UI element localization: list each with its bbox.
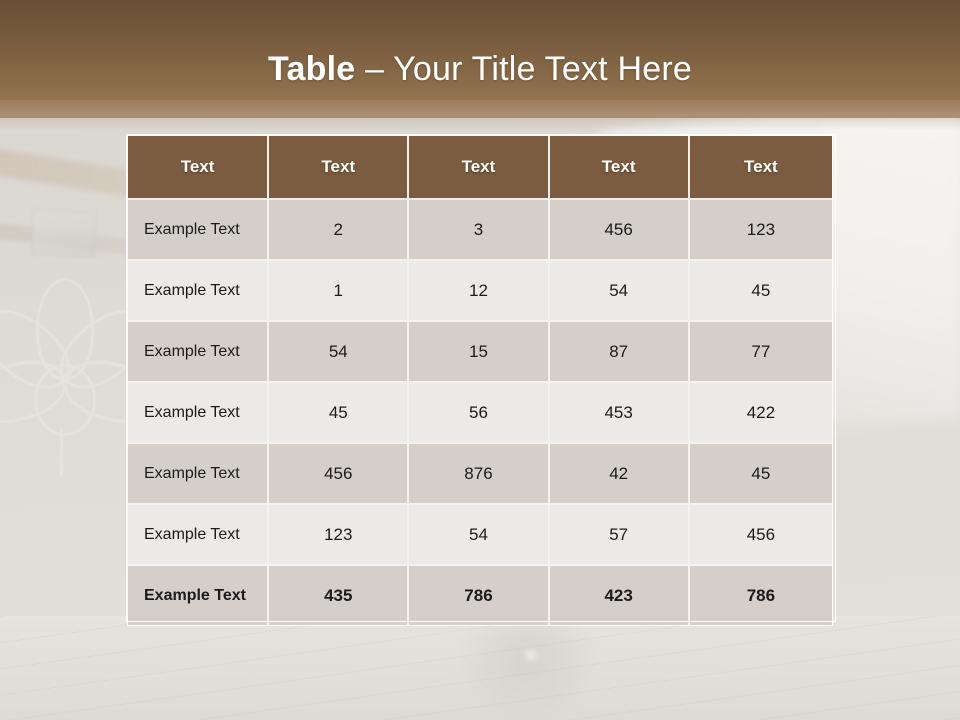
table-column-header-2[interactable]: Text [269,136,410,200]
table-column-header-1[interactable]: Text [128,136,270,200]
table-row-label[interactable]: Example Text [128,505,270,566]
table-column-header-3[interactable]: Text [409,136,550,200]
table-row: Example Text 2 3 456 123 [128,200,832,261]
table-cell-value[interactable]: 456 [689,505,832,566]
table-cell-value[interactable]: 123 [269,505,410,566]
table-cell-value[interactable]: 45 [269,383,410,444]
table-cell-value[interactable]: 56 [409,383,550,444]
table-cell-value[interactable]: 57 [549,505,690,566]
background-ironwork-flower-icon [0,268,171,476]
table-cell-value[interactable]: 87 [549,322,690,383]
table-cell-value[interactable]: 423 [549,566,690,625]
table-row: Example Text 1 12 54 45 [128,261,832,322]
table-cell-value[interactable]: 435 [269,566,410,625]
table-cell-value[interactable]: 54 [549,261,690,322]
background-wood-floor [0,616,960,720]
table-header-row: Text Text Text Text Text [128,136,832,200]
table-row-label[interactable]: Example Text [128,566,270,625]
table-body: Example Text 2 3 456 123 Example Text 1 12 54 45 E… [128,200,832,625]
table-cell-value[interactable]: 786 [409,566,550,625]
title-banner [0,0,960,118]
table-cell-value[interactable]: 453 [549,383,690,444]
table-cell-value[interactable]: 456 [269,444,410,505]
table-row: Example Text 123 54 57 456 [128,505,832,566]
table-cell-value[interactable]: 1 [269,261,410,322]
table-cell-value[interactable]: 15 [409,322,550,383]
background-floor-highlight [520,648,542,662]
table-cell-value[interactable]: 12 [409,261,550,322]
background-floor-object [455,612,600,720]
table-row: Example Text 456 876 42 45 [128,444,832,505]
table-row-label[interactable]: Example Text [128,322,270,383]
table-total-row: Example Text 435 786 423 786 [128,566,832,625]
table-cell-value[interactable]: 42 [549,444,690,505]
page-title: Table – Your Title Text Here [0,50,960,89]
table-row: Example Text 54 15 87 77 [128,322,832,383]
background-window-pane [820,120,960,420]
table-row-label[interactable]: Example Text [128,383,270,444]
table-cell-value[interactable]: 45 [689,444,832,505]
table-cell-value[interactable]: 456 [549,200,690,261]
table-row-label[interactable]: Example Text [128,261,270,322]
table-cell-value[interactable]: 54 [409,505,550,566]
table-cell-value[interactable]: 123 [689,200,832,261]
table-cell-value[interactable]: 876 [409,444,550,505]
table-cell-value[interactable]: 77 [689,322,832,383]
table-cell-value[interactable]: 45 [689,261,832,322]
table-cell-value[interactable]: 2 [269,200,410,261]
table-cell-value[interactable]: 54 [269,322,410,383]
table-row-label[interactable]: Example Text [128,444,270,505]
table-cell-value[interactable]: 422 [689,383,832,444]
table-column-header-5[interactable]: Text [689,136,832,200]
table-header: Text Text Text Text Text [128,136,832,200]
table-row: Example Text 45 56 453 422 [128,383,832,444]
data-table-container: Text Text Text Text Text Example Text 2 3 456 12… [128,136,832,625]
table-cell-value[interactable]: 786 [689,566,832,625]
table-column-header-4[interactable]: Text [549,136,690,200]
data-table: Text Text Text Text Text Example Text 2 3 456 12… [128,136,832,625]
page-title-rest: – Your Title Text Here [364,50,692,88]
page-title-bold: Table [268,50,365,88]
table-row-label[interactable]: Example Text [128,200,270,261]
table-cell-value[interactable]: 3 [409,200,550,261]
title-banner-fade [0,100,960,130]
